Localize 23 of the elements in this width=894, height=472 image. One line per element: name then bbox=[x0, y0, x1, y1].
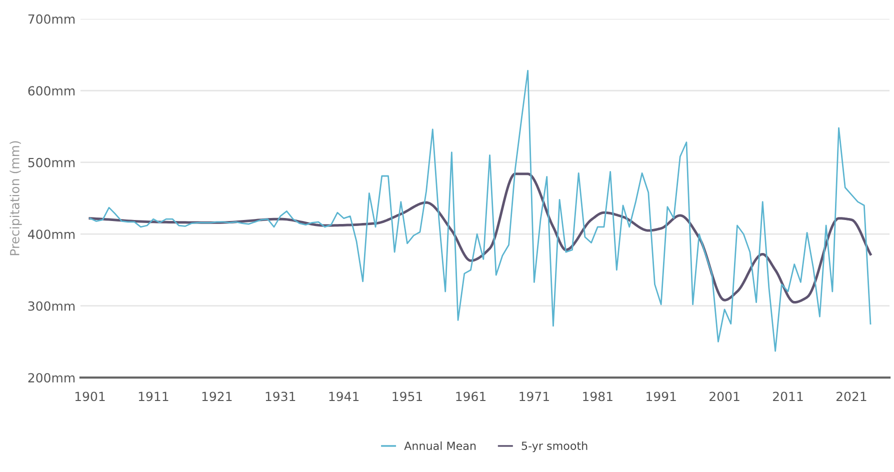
y-tick-label: 500mm bbox=[28, 158, 75, 168]
x-tick-label: 1931 bbox=[266, 392, 296, 402]
x-tick-label: 2001 bbox=[710, 392, 740, 402]
x-tick-label: 1921 bbox=[202, 392, 232, 402]
x-tick-label: 1981 bbox=[583, 392, 612, 402]
legend-label: 5-yr smooth bbox=[522, 441, 588, 452]
x-tick-label: 2011 bbox=[773, 392, 803, 402]
x-tick-label: 1941 bbox=[329, 392, 359, 402]
y-tick-label: 400mm bbox=[28, 230, 75, 240]
line-series bbox=[89, 70, 872, 352]
x-tick-label: 1901 bbox=[75, 392, 105, 402]
y-tick-label: 200mm bbox=[28, 373, 75, 383]
x-tick-label: 1991 bbox=[646, 392, 676, 402]
x-tick-label: 2021 bbox=[836, 392, 866, 402]
y-tick-label: 600mm bbox=[28, 86, 75, 96]
y-tick-label: 300mm bbox=[28, 301, 75, 311]
y-tick-label: 700mm bbox=[28, 14, 75, 24]
x-tick-label: 1911 bbox=[138, 392, 168, 402]
x-tick-label: 1961 bbox=[456, 392, 486, 402]
legend-label: Annual Mean bbox=[404, 441, 476, 450]
y-axis-title: Precipitation (mm) bbox=[10, 141, 22, 256]
x-tick-label: 1951 bbox=[392, 392, 422, 402]
x-tick-label: 1971 bbox=[520, 392, 549, 402]
